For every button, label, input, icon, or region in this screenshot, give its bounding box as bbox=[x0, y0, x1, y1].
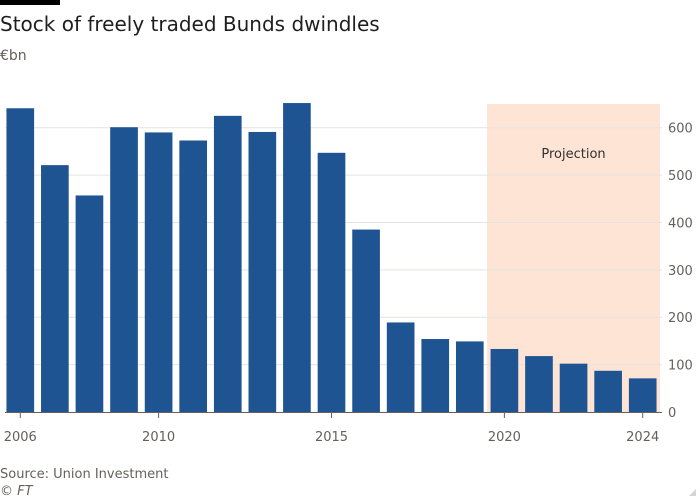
x-tick-label: 2020 bbox=[488, 430, 521, 445]
bar-2019 bbox=[455, 341, 484, 412]
bar-2018 bbox=[421, 339, 450, 412]
bar-2021 bbox=[525, 356, 553, 412]
chart-title: Stock of freely traded Bunds dwindles bbox=[0, 12, 380, 36]
bar-2022 bbox=[559, 363, 588, 412]
bar-2008 bbox=[75, 195, 104, 412]
resize-handle-icon bbox=[689, 489, 696, 496]
x-tick-label: 2006 bbox=[4, 430, 37, 445]
bar-2009 bbox=[110, 127, 138, 413]
bar-2014 bbox=[283, 103, 311, 412]
bar-2006 bbox=[6, 108, 35, 412]
copyright-note: © FT bbox=[0, 484, 33, 499]
bar-2020 bbox=[490, 348, 519, 412]
bar-2015 bbox=[317, 152, 346, 412]
bar-2016 bbox=[352, 229, 380, 412]
y-tick-label: 100 bbox=[668, 359, 693, 374]
y-tick-label: 600 bbox=[668, 122, 693, 137]
bar-2011 bbox=[179, 140, 208, 413]
x-tick-label: 2015 bbox=[315, 430, 348, 445]
y-tick-label: 300 bbox=[668, 264, 693, 279]
y-tick-label: 500 bbox=[668, 169, 693, 184]
ft-brand-bar bbox=[0, 0, 60, 5]
bar-2024 bbox=[628, 378, 657, 412]
source-note: Source: Union Investment bbox=[0, 467, 169, 482]
y-tick-label: 200 bbox=[668, 311, 693, 326]
bar-2017 bbox=[386, 322, 415, 412]
y-tick-label: 400 bbox=[668, 216, 693, 231]
x-tick-label: 2024 bbox=[626, 430, 659, 445]
y-tick-label: 0 bbox=[668, 406, 676, 421]
chart-unit-label: €bn bbox=[0, 48, 27, 64]
bar-2010 bbox=[144, 132, 173, 412]
bar-2013 bbox=[248, 131, 277, 413]
x-tick-label: 2010 bbox=[142, 430, 175, 445]
projection-label: Projection bbox=[541, 147, 605, 162]
bar-2023 bbox=[594, 370, 622, 412]
bar-2012 bbox=[213, 115, 242, 412]
bar-2007 bbox=[41, 165, 69, 412]
